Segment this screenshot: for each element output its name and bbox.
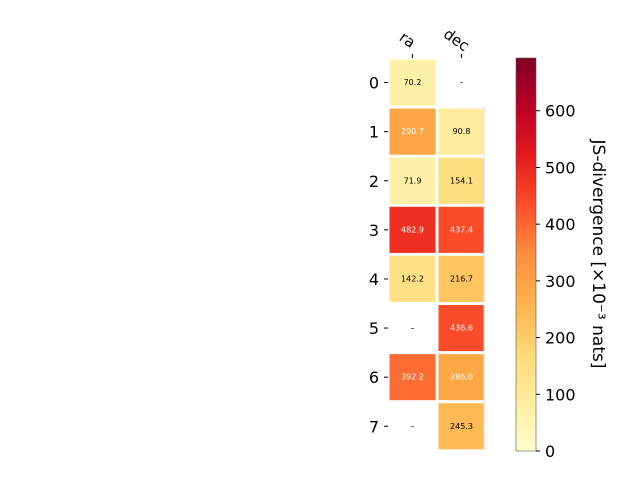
heatmap-cell-r1-ra [389,108,436,155]
heatmap-cell-r7-dec [438,403,485,450]
cell-label-r4-ra: 142.2 [401,274,424,283]
cell-label-r6-ra: 392.2 [401,373,424,382]
x-tick-label-ra: ra [396,28,419,52]
y-tick-label-0: 0 [369,74,379,93]
y-tick-label-7: 7 [369,417,379,436]
heatmap-cells: 70.2 – 290.7 90.8 71.9 154.1 482.9 437.4 142.2 21… [389,59,485,450]
heatmap-cell-r1-dec [438,108,485,155]
heatmap-cell-r2-dec [438,157,485,204]
heatmap-cell-r4-ra [389,255,436,302]
colorbar-tick-label-200: 200 [545,329,576,348]
cell-label-r0-dec: – [460,78,464,87]
colorbar-tick-label-500: 500 [545,158,576,177]
cell-label-r3-dec: 437.4 [450,225,473,234]
colorbar-tick-label-300: 300 [545,272,576,291]
cell-label-r0-ra: 70.2 [404,78,422,87]
heatmap-cell-r0-ra [389,59,436,106]
heatmap-cell-r6-dec [438,354,485,401]
y-tick-label-4: 4 [369,270,379,289]
heatmap-cell-r3-ra [389,206,436,253]
y-tick-label-3: 3 [369,221,379,240]
heatmap-cell-r5-dec [438,305,485,352]
heatmap-cell-r6-ra [389,354,436,401]
colorbar-ticks: 0 100 200 300 400 500 600 [536,102,576,461]
heatmap-cell-r3-dec [438,206,485,253]
cell-label-r6-dec: 286.0 [450,373,473,382]
colorbar: 0 100 200 300 400 500 600 JS-divergence [×10⁻³… [515,57,608,461]
cell-label-r1-ra: 290.7 [401,127,424,136]
heatmap-cell-r2-ra [389,157,436,204]
cell-label-r5-dec: 436.6 [450,324,473,333]
cell-label-r1-dec: 90.8 [453,127,471,136]
y-tick-label-6: 6 [369,368,379,387]
y-tick-label-2: 2 [369,172,379,191]
colorbar-gradient [515,57,537,452]
colorbar-tick-label-600: 600 [545,102,576,121]
colorbar-tick-label-400: 400 [545,215,576,234]
colorbar-tick-label-0: 0 [545,442,555,461]
colorbar-label: JS-divergence [×10⁻³ nats] [588,139,608,369]
cell-label-r7-dec: 245.3 [450,422,473,431]
cell-label-r3-ra: 482.9 [401,225,424,234]
y-tick-label-5: 5 [369,319,379,338]
heatmap-cell-r4-dec [438,255,485,302]
colorbar-tick-label-100: 100 [545,385,576,404]
cell-label-r4-dec: 216.7 [450,274,473,283]
cell-label-r5-ra: – [411,324,415,333]
cell-label-r2-dec: 154.1 [450,176,473,185]
cell-label-r7-ra: – [411,422,415,431]
cell-label-r2-ra: 71.9 [404,176,422,185]
y-tick-label-1: 1 [369,123,379,142]
x-tick-label-dec: dec [440,25,472,55]
